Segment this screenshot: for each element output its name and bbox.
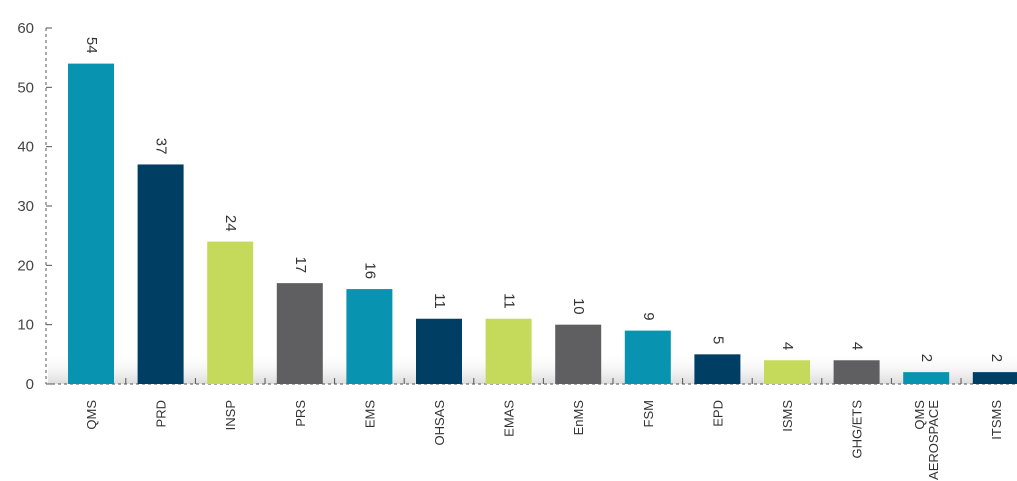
category-label: EnMS xyxy=(571,400,586,436)
bar-ohsas xyxy=(416,318,462,384)
value-label: 4 xyxy=(779,342,796,350)
y-tick-label: 30 xyxy=(17,198,34,215)
category-label: OHSAS xyxy=(432,400,447,446)
value-label: 5 xyxy=(709,336,726,344)
x-axis xyxy=(46,378,1017,385)
bar-epd xyxy=(694,354,741,384)
category-label: FSM xyxy=(641,400,656,427)
category-label: GHG/ETS xyxy=(850,400,865,459)
value-label: 4 xyxy=(849,342,866,350)
bar-prs xyxy=(276,283,323,384)
value-label: 2 xyxy=(918,354,935,362)
bar-isms xyxy=(764,360,810,384)
category-label: PRD xyxy=(154,400,169,427)
value-label: 17 xyxy=(292,256,309,273)
y-axis: 0 10 20 30 40 50 60 xyxy=(17,20,52,393)
category-label: EMS xyxy=(362,400,377,429)
category-labels: QMS PRD INSP PRS EMS OHSAS EMAS EnMS FSM EPD ISMS G… xyxy=(84,400,1004,480)
value-label: 16 xyxy=(361,262,378,279)
category-label: EPD xyxy=(710,400,725,427)
bars xyxy=(68,63,1017,384)
y-tick-label: 20 xyxy=(17,257,34,274)
category-label: ISMS xyxy=(780,400,795,432)
category-label: ITSMS xyxy=(989,400,1004,440)
value-label: 11 xyxy=(501,293,518,309)
category-label: INSP xyxy=(223,400,238,430)
bar-itsms xyxy=(972,372,1017,384)
bar-qms xyxy=(68,63,114,384)
y-tick-label: 60 xyxy=(17,20,34,37)
bar-insp xyxy=(207,241,254,384)
value-label: 2 xyxy=(988,354,1005,362)
value-label: 54 xyxy=(83,37,100,54)
value-label: 24 xyxy=(222,215,239,232)
bar-ems xyxy=(346,289,393,384)
category-label: EMAS xyxy=(502,400,517,437)
value-label: 9 xyxy=(640,312,657,320)
category-label: QMSAEROSPACE xyxy=(912,400,941,480)
value-label: 37 xyxy=(153,138,170,155)
y-tick-label: 40 xyxy=(17,139,34,156)
category-label: QMS xyxy=(84,400,99,430)
bar-fsm xyxy=(624,330,671,384)
bar-emas xyxy=(485,318,532,384)
bar-ghg-ets xyxy=(833,360,880,384)
bar-prd xyxy=(137,164,184,384)
value-label: 10 xyxy=(570,298,587,315)
value-label: 11 xyxy=(431,293,448,309)
y-tick-label: 50 xyxy=(17,79,34,96)
bar-qms-aerospace xyxy=(903,372,950,384)
y-tick-label: 0 xyxy=(26,376,34,393)
y-tick-label: 10 xyxy=(17,317,34,334)
bar-enms xyxy=(555,324,602,384)
category-label: PRS xyxy=(293,400,308,427)
